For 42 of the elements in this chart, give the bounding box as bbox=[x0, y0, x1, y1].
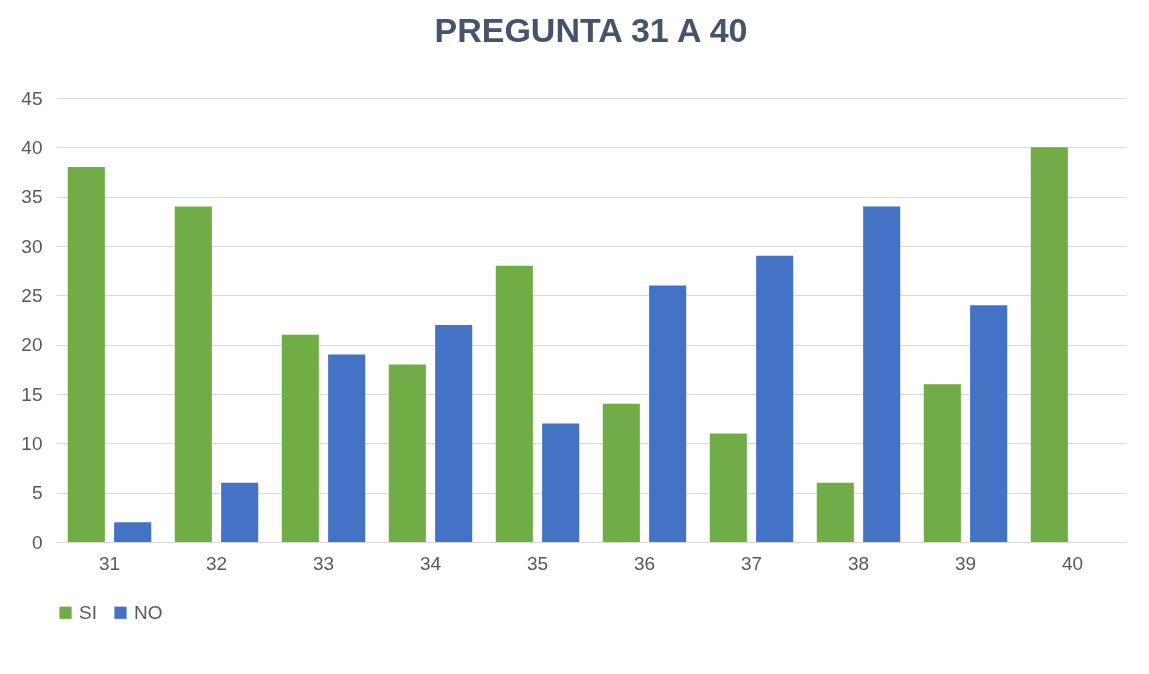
y-tick-label: 15 bbox=[21, 383, 43, 405]
bar bbox=[435, 324, 473, 542]
y-tick-label: 5 bbox=[31, 482, 43, 504]
bar bbox=[67, 167, 105, 542]
x-tick-label: 33 bbox=[312, 552, 335, 574]
bar bbox=[495, 265, 533, 542]
bar bbox=[649, 285, 687, 542]
y-tick-label: 10 bbox=[21, 432, 43, 454]
bar bbox=[174, 206, 212, 542]
bar bbox=[602, 403, 640, 542]
bar bbox=[221, 482, 259, 542]
y-tick-label: 40 bbox=[21, 136, 43, 158]
bar bbox=[923, 384, 961, 542]
y-tick-label: 0 bbox=[31, 531, 43, 553]
bar bbox=[388, 364, 426, 542]
x-tick-label: 36 bbox=[633, 552, 656, 574]
y-tick-label: 20 bbox=[21, 334, 43, 356]
legend-label: SI bbox=[79, 601, 97, 623]
x-tick-label: 37 bbox=[740, 552, 763, 574]
x-tick-label: 38 bbox=[847, 552, 870, 574]
x-tick-label: 39 bbox=[954, 552, 977, 574]
x-tick-label: 31 bbox=[98, 552, 121, 574]
y-tick-label: 30 bbox=[21, 235, 43, 257]
bar bbox=[542, 423, 580, 542]
bar bbox=[1030, 147, 1068, 542]
bar bbox=[756, 255, 794, 542]
y-tick-label: 45 bbox=[21, 87, 43, 109]
legend-label: NO bbox=[134, 601, 163, 623]
x-tick-label: 40 bbox=[1061, 552, 1084, 574]
y-tick-label: 25 bbox=[21, 284, 43, 306]
x-tick-label: 35 bbox=[526, 552, 549, 574]
bar bbox=[114, 522, 152, 542]
x-tick-label: 34 bbox=[419, 552, 442, 574]
bar bbox=[709, 433, 747, 542]
x-tick-label: 32 bbox=[205, 552, 228, 574]
chart-title: PREGUNTA 31 A 40 bbox=[434, 11, 748, 49]
bar bbox=[970, 305, 1008, 542]
bar bbox=[816, 482, 854, 542]
bar bbox=[281, 334, 319, 542]
bar bbox=[328, 354, 366, 542]
y-tick-label: 35 bbox=[21, 186, 43, 208]
bar bbox=[863, 206, 901, 542]
